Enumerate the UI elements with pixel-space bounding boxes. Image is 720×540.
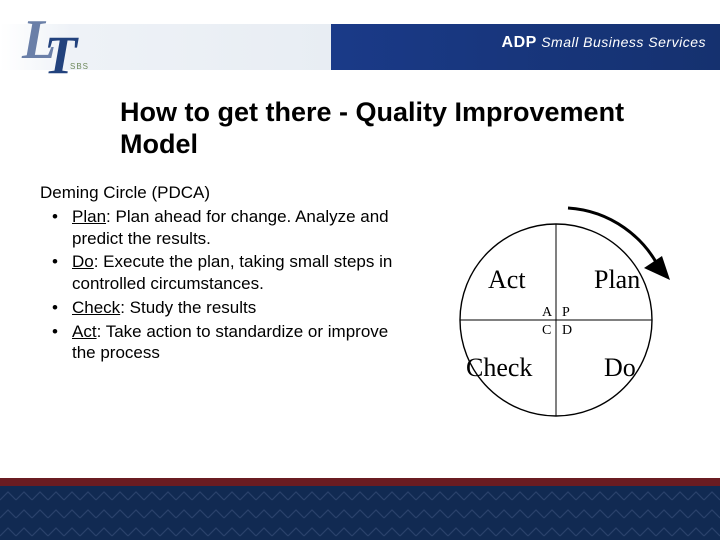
body-heading: Deming Circle (PDCA) bbox=[40, 182, 410, 204]
brand-name: ADP bbox=[502, 34, 537, 51]
term: Do bbox=[72, 252, 94, 271]
slide: ADP Small Business Services L T SBS How … bbox=[0, 0, 720, 540]
list-item: Check: Study the results bbox=[58, 297, 410, 319]
desc: : Plan ahead for change. Analyze and pre… bbox=[72, 207, 389, 248]
header-brand: ADP Small Business Services bbox=[502, 34, 706, 52]
list-item: Plan: Plan ahead for change. Analyze and… bbox=[58, 206, 410, 250]
footer-chevrons bbox=[0, 486, 720, 540]
pdca-svg: Act Plan Check Do A P C D bbox=[418, 190, 698, 450]
desc: : Take action to standardize or improve … bbox=[72, 322, 388, 363]
term: Check bbox=[72, 298, 120, 317]
list-item: Do: Execute the plan, taking small steps… bbox=[58, 251, 410, 295]
body-text: Deming Circle (PDCA) Plan: Plan ahead fo… bbox=[40, 182, 410, 366]
footer-stripe bbox=[0, 478, 720, 486]
center-a: A bbox=[542, 305, 553, 320]
center-d: D bbox=[562, 323, 572, 338]
logo: L T SBS bbox=[16, 6, 96, 90]
label-do: Do bbox=[604, 353, 636, 382]
page-title: How to get there - Quality Improvement M… bbox=[120, 96, 680, 161]
header-band: ADP Small Business Services bbox=[0, 24, 720, 70]
arrow-head bbox=[644, 256, 670, 280]
center-c: C bbox=[542, 323, 551, 338]
term: Plan bbox=[72, 207, 106, 226]
label-check: Check bbox=[466, 353, 532, 382]
pdca-diagram: Act Plan Check Do A P C D bbox=[418, 190, 698, 450]
bullet-list: Plan: Plan ahead for change. Analyze and… bbox=[40, 206, 410, 364]
logo-letter-t: T bbox=[44, 24, 77, 86]
logo-sub: SBS bbox=[70, 62, 89, 71]
desc: : Execute the plan, taking small steps i… bbox=[72, 252, 392, 293]
center-p: P bbox=[562, 305, 570, 320]
term: Act bbox=[72, 322, 97, 341]
label-act: Act bbox=[488, 265, 526, 294]
desc: : Study the results bbox=[120, 298, 256, 317]
label-plan: Plan bbox=[594, 265, 640, 294]
list-item: Act: Take action to standardize or impro… bbox=[58, 321, 410, 365]
brand-suffix: Small Business Services bbox=[541, 34, 706, 50]
